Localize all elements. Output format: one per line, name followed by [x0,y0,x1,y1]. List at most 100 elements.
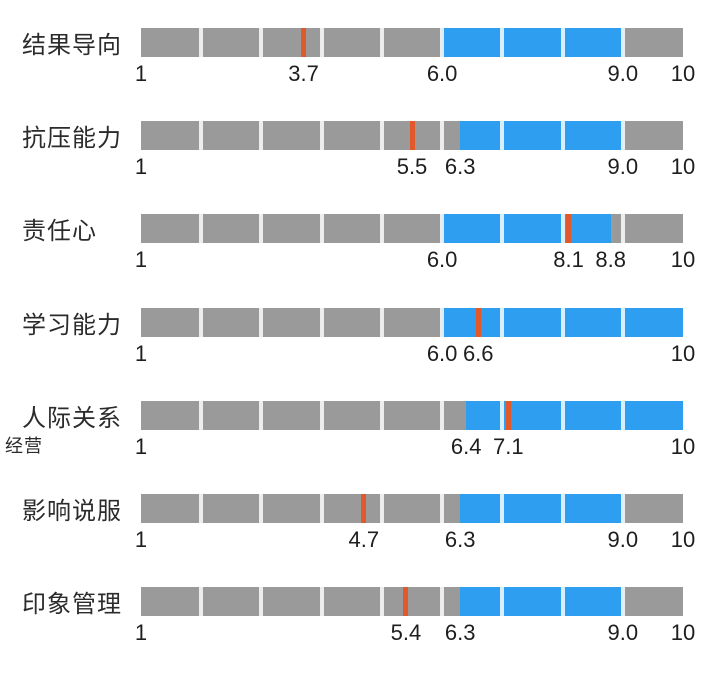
axis-tick-label: 6.0 [426,61,458,86]
axis-tick-label: 10 [670,247,696,273]
segment-gap [620,28,625,57]
segment-gap [620,400,625,430]
segment-gap [319,587,324,617]
axis-tick-label: 10 [670,527,696,552]
score-marker [403,587,409,617]
axis-tick-label: 7.1 [493,433,524,459]
segment-gap [259,28,264,57]
score-marker [301,28,307,57]
segment-gap [440,214,445,244]
segment-gap [379,587,384,617]
segment-gap [620,494,625,523]
chart-row: 人际关系 经营 1 6.4 7.1 10 [0,400,720,494]
axis-tick-label: 9.0 [607,620,639,646]
competency-label: 抗压能力 [22,125,122,153]
segment-gap [620,587,625,617]
competency-label: 影响说服 [22,498,122,525]
segment-gap [560,28,565,57]
competency-sublabel: 经营 [5,435,43,456]
chart-row: 学习能力 1 6.0 6.6 10 [0,307,720,401]
segment-gap [199,400,204,430]
axis-tick-label: 10 [670,620,696,646]
axis-tick-label: 5.4 [390,620,422,646]
segment-gap [500,307,505,337]
segment-gap [259,587,264,617]
axis-tick-label: 10 [670,433,696,459]
axis-tick-label: 6.3 [444,527,476,552]
score-bar [141,587,683,617]
segment-gap [379,400,384,430]
axis-tick-label: 6.4 [450,433,482,459]
competency-label: 印象管理 [22,591,122,619]
axis-tick-label: 1 [134,154,148,180]
segment-gap [259,494,264,523]
competency-label: 学习能力 [22,311,122,339]
chart-row: 结果导向 1 3.7 6.0 9.0 10 [0,28,720,121]
benchmark-band [442,214,611,244]
benchmark-band [460,587,623,617]
axis-tick-label: 9.0 [607,61,639,86]
segment-gap [560,307,565,337]
axis-tick-label: 6.6 [462,340,494,366]
segment-gap [440,121,445,151]
axis-tick-label: 6.3 [444,620,476,646]
segment-gap [199,307,204,337]
axis-tick-label: 1 [134,527,148,552]
chart-row: 抗压能力 1 5.5 6.3 9.0 10 [0,121,720,214]
axis-tick-label: 10 [670,154,696,180]
segment-gap [199,214,204,244]
segment-gap [560,587,565,617]
segment-gap [319,121,324,151]
axis-tick-label: 4.7 [348,527,380,552]
segment-gap [620,307,625,337]
chart-row: 印象管理 1 5.4 6.3 9.0 10 [0,587,720,680]
score-bar [141,121,683,151]
axis-tick-label: 3.7 [288,61,319,86]
score-marker [361,494,367,523]
segment-gap [259,400,264,430]
segment-gap [259,307,264,337]
segment-gap [199,587,204,617]
segment-gap [560,121,565,151]
score-marker [475,307,481,337]
axis-tick-label: 6.0 [426,247,458,273]
segment-gap [199,28,204,57]
segment-gap [379,214,384,244]
score-bar [141,28,683,57]
axis-tick-label: 10 [670,340,696,366]
axis-tick-label: 6.3 [444,154,476,180]
score-marker [505,400,511,430]
segment-gap [500,400,505,430]
segment-gap [379,307,384,337]
axis-tick-label: 1 [134,620,148,646]
segment-gap [379,494,384,523]
axis-tick-label: 1 [134,433,148,459]
segment-gap [620,214,625,244]
axis-tick-label: 9.0 [607,154,639,180]
benchmark-band [460,121,623,151]
score-marker [409,121,415,151]
chart-row: 影响说服 1 4.7 6.3 9.0 10 [0,494,720,587]
segment-gap [319,494,324,523]
segment-gap [560,214,565,244]
benchmark-band [460,494,623,523]
segment-gap [379,28,384,57]
segment-gap [440,28,445,57]
segment-gap [560,400,565,430]
segment-gap [440,400,445,430]
axis-tick-label: 1 [134,61,148,86]
axis-tick-label: 8.1 [553,247,584,273]
axis-tick-label: 1 [134,340,148,366]
axis-tick-label: 9.0 [607,527,639,552]
axis-tick-label: 1 [134,247,148,273]
competency-label: 责任心 [22,218,97,246]
segment-gap [199,121,204,151]
segment-gap [319,28,324,57]
score-bar [141,307,683,337]
segment-gap [259,214,264,244]
segment-gap [259,121,264,151]
segment-gap [199,494,204,523]
competency-label: 结果导向 [22,32,122,59]
score-bar [141,214,683,244]
